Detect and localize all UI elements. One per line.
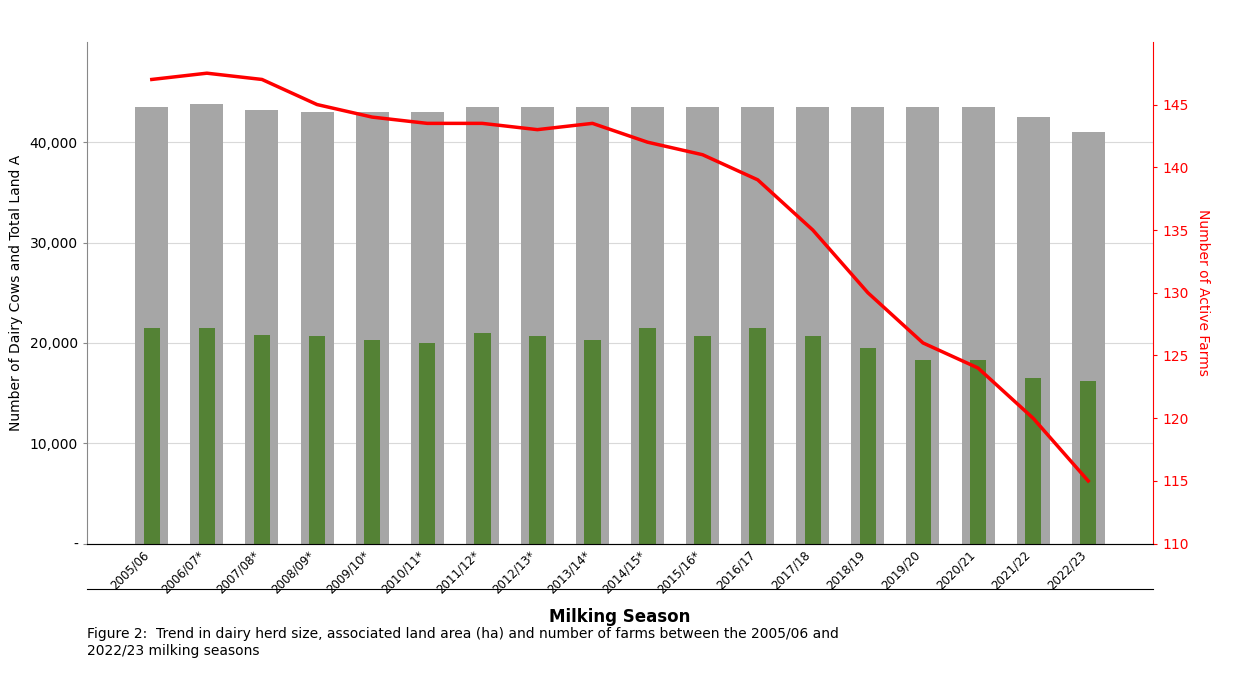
Bar	[246, 110, 279, 544]
Bar	[686, 107, 719, 544]
Bar	[144, 328, 160, 544]
Bar	[961, 107, 994, 544]
Bar	[749, 328, 766, 544]
Number of Farms	[640, 138, 655, 146]
Bar	[694, 336, 711, 544]
Bar	[1017, 117, 1049, 544]
Number of Farms	[861, 289, 875, 297]
Bar	[198, 328, 216, 544]
Bar	[419, 343, 435, 544]
Number of Farms	[805, 226, 820, 234]
Bar	[356, 112, 388, 544]
Bar	[309, 336, 325, 544]
Bar	[575, 107, 609, 544]
Bar	[852, 107, 884, 544]
Bar	[859, 348, 877, 544]
Number of Farms	[971, 364, 986, 372]
Bar	[631, 107, 665, 544]
Bar	[474, 333, 491, 544]
Number of Farms	[1025, 414, 1040, 422]
Number of Farms	[1081, 477, 1096, 485]
Bar	[521, 107, 554, 544]
Bar	[1024, 378, 1042, 544]
Bar	[796, 107, 830, 544]
Bar	[915, 360, 931, 544]
Y-axis label: Number of Dairy Cows and Total Land A: Number of Dairy Cows and Total Land A	[9, 155, 22, 431]
Line: Number of Farms: Number of Farms	[151, 73, 1089, 481]
Text: Figure 2:  Trend in dairy herd size, associated land area (ha) and number of far: Figure 2: Trend in dairy herd size, asso…	[87, 627, 838, 657]
Number of Farms	[365, 113, 379, 121]
Number of Farms	[585, 119, 600, 128]
Y-axis label: Number of Active Farms: Number of Active Farms	[1195, 209, 1209, 376]
Bar	[135, 107, 169, 544]
Number of Farms	[750, 176, 765, 184]
Bar	[742, 107, 774, 544]
Number of Farms	[144, 75, 159, 84]
Bar	[970, 360, 986, 544]
Bar	[529, 336, 546, 544]
Number of Farms	[420, 119, 435, 128]
Number of Farms	[200, 69, 215, 77]
Bar	[410, 112, 444, 544]
Bar	[640, 328, 656, 544]
Number of Farms	[529, 125, 544, 134]
Bar	[906, 107, 940, 544]
Bar	[363, 340, 381, 544]
Bar	[1071, 132, 1105, 544]
Number of Farms	[310, 100, 325, 109]
Bar	[466, 107, 498, 544]
Bar	[191, 104, 223, 544]
Number of Farms	[915, 339, 930, 347]
Bar	[1080, 381, 1096, 544]
Number of Farms	[475, 119, 490, 128]
Number of Farms	[254, 75, 269, 84]
Bar	[300, 112, 334, 544]
Number of Farms	[696, 151, 711, 159]
Bar	[584, 340, 600, 544]
Bar	[805, 336, 821, 544]
Bar	[254, 335, 270, 544]
X-axis label: Milking Season: Milking Season	[549, 608, 691, 625]
